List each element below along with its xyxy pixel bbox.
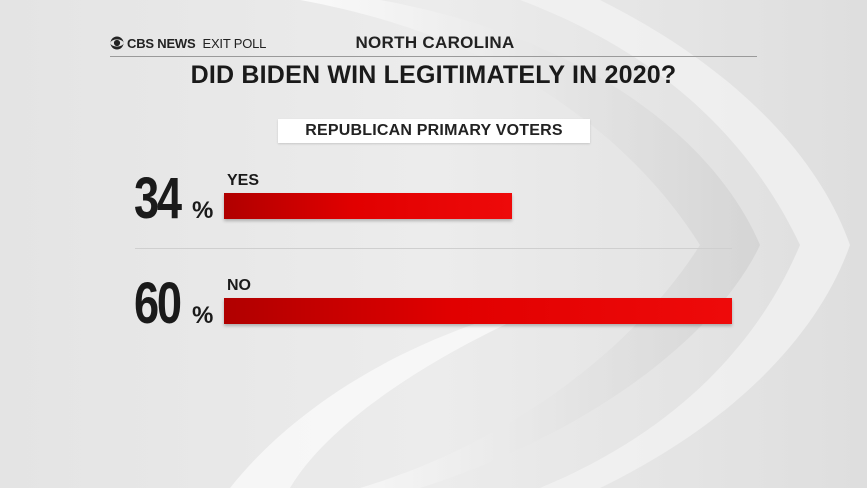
value-label-yes: 34%: [134, 165, 224, 232]
percent-sign: %: [192, 302, 214, 329]
chart-title: DID BIDEN WIN LEGITIMATELY IN 2020?: [190, 61, 677, 89]
logo-brand: CBS NEWS: [127, 35, 196, 51]
value-number: 60: [134, 271, 182, 336]
bar-no: [224, 298, 732, 324]
value-number: 34: [134, 166, 182, 231]
cbs-news-exit-poll-logo: CBS NEWS EXIT POLL: [110, 35, 266, 51]
category-label-yes: YES: [227, 172, 260, 189]
bar-yes: [224, 193, 512, 219]
header-rule: [110, 56, 757, 57]
cbs-eye-icon: [110, 36, 124, 50]
chart-subtitle: REPUBLICAN PRIMARY VOTERS: [278, 119, 590, 143]
percent-sign: %: [192, 197, 214, 224]
logo-suffix: EXIT POLL: [202, 35, 267, 51]
category-label-no: NO: [227, 277, 251, 294]
row-divider: [135, 248, 732, 249]
state-label: NORTH CAROLINA: [355, 33, 515, 52]
value-label-no: 60%: [134, 270, 224, 337]
